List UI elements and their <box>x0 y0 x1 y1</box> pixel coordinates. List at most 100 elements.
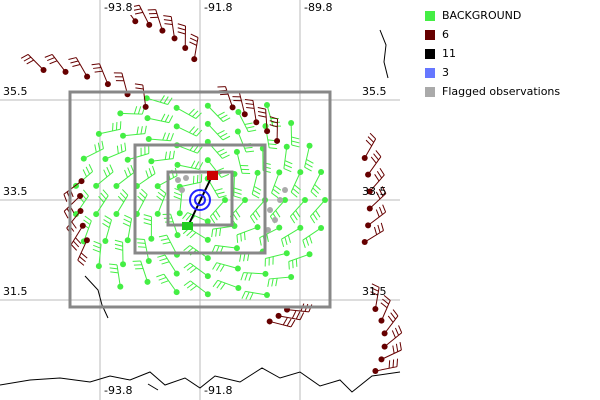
barb-flag <box>114 243 123 247</box>
barb-flag <box>137 195 144 202</box>
barb-flag <box>222 117 231 123</box>
observation-point <box>372 368 379 375</box>
domain-box <box>133 143 267 255</box>
background-point <box>262 270 269 277</box>
background-point <box>120 261 127 268</box>
barb-flag <box>133 8 142 11</box>
lon-label: -93.8 <box>104 1 132 14</box>
flagged-point <box>282 187 288 193</box>
axis-labels: -93.8 -91.8 -89.8 35.5 33.5 31.5 35.5 33… <box>3 1 387 397</box>
barb-flag <box>282 317 288 326</box>
flagged-point <box>183 175 189 181</box>
barb-flag <box>183 262 191 269</box>
legend: BACKGROUND 6 11 3 Flagged observations <box>425 9 560 98</box>
legend-label: 6 <box>442 28 449 41</box>
barb-flag <box>266 233 269 242</box>
barb-flag <box>378 188 384 197</box>
barb-flag <box>215 263 221 271</box>
background-point <box>204 273 211 280</box>
barb-flag <box>163 15 172 18</box>
barb-flag <box>189 37 198 42</box>
barb-flag <box>295 258 298 267</box>
barb-flag <box>160 238 169 241</box>
label-bg <box>102 1 134 15</box>
background-point <box>204 218 211 225</box>
barb-flag <box>186 282 194 289</box>
barb-flag <box>143 218 152 222</box>
barb-flag <box>124 142 127 151</box>
domain-box <box>166 170 234 227</box>
barb-flag <box>141 188 148 195</box>
barb-flag <box>284 160 293 165</box>
barb-flag <box>252 189 261 195</box>
barb-flag <box>382 204 387 213</box>
barb-flag <box>390 312 396 320</box>
barb-flag <box>119 192 127 200</box>
barb-flag <box>375 150 382 158</box>
background-point <box>72 211 79 218</box>
background-point <box>95 263 102 270</box>
barb-flag <box>82 189 89 197</box>
barb-flag <box>244 122 253 126</box>
barb-flag <box>162 132 166 141</box>
flagged-point <box>272 217 278 223</box>
observation-point <box>365 171 372 178</box>
track <box>187 175 213 227</box>
barb-flag <box>26 59 34 65</box>
barb-flag <box>127 167 132 176</box>
barb-flag <box>157 254 166 258</box>
background-point <box>276 224 283 231</box>
barb-flag <box>291 136 300 140</box>
barb-flag <box>371 283 380 288</box>
observation-point <box>40 67 47 74</box>
barb-flag <box>168 115 174 123</box>
barb-flag <box>194 161 200 169</box>
barb-flag <box>159 257 168 262</box>
barb-flag <box>272 188 280 195</box>
background-point <box>283 143 290 150</box>
barb-flag <box>140 126 143 135</box>
wind-barb <box>233 173 235 196</box>
background-point <box>283 250 290 257</box>
observation-point <box>381 343 388 350</box>
barb-flag <box>209 216 216 224</box>
barb-flag <box>189 232 197 239</box>
background-point <box>93 182 100 189</box>
background-point <box>318 169 325 176</box>
legend-swatch <box>425 68 435 78</box>
barb-flag <box>376 171 383 179</box>
barb-flag <box>122 222 131 227</box>
barb-flag <box>269 120 278 124</box>
barb-flag <box>177 23 186 27</box>
legend-label: BACKGROUND <box>442 9 521 22</box>
barb-flag <box>232 213 238 221</box>
barb-flag <box>93 66 102 69</box>
barb-flag <box>253 185 262 191</box>
barb-flag <box>398 325 403 333</box>
domain-box <box>68 90 332 309</box>
barb-flag <box>93 240 102 245</box>
barb-flag <box>133 106 138 115</box>
barb-flag <box>309 216 316 224</box>
barb-flag <box>367 136 375 143</box>
background-point <box>235 284 242 291</box>
barb-flag <box>188 126 195 133</box>
barb-flag <box>190 33 199 38</box>
barb-flag <box>212 280 219 288</box>
barb-flag <box>109 267 118 270</box>
background-point <box>145 258 152 265</box>
barb-flag <box>314 184 321 191</box>
background-point <box>263 291 270 298</box>
barb-flag <box>292 213 298 221</box>
barb-flag <box>20 53 29 59</box>
barb-flag <box>168 151 171 160</box>
barb-flag <box>162 241 171 245</box>
background-point <box>233 245 240 252</box>
barb-flag <box>137 106 142 115</box>
barb-flag <box>164 151 167 160</box>
observation-point <box>366 188 373 195</box>
barb-flag <box>144 125 147 134</box>
barb-flag <box>233 191 242 195</box>
observation-point <box>79 222 86 229</box>
barb-flag <box>117 195 125 203</box>
